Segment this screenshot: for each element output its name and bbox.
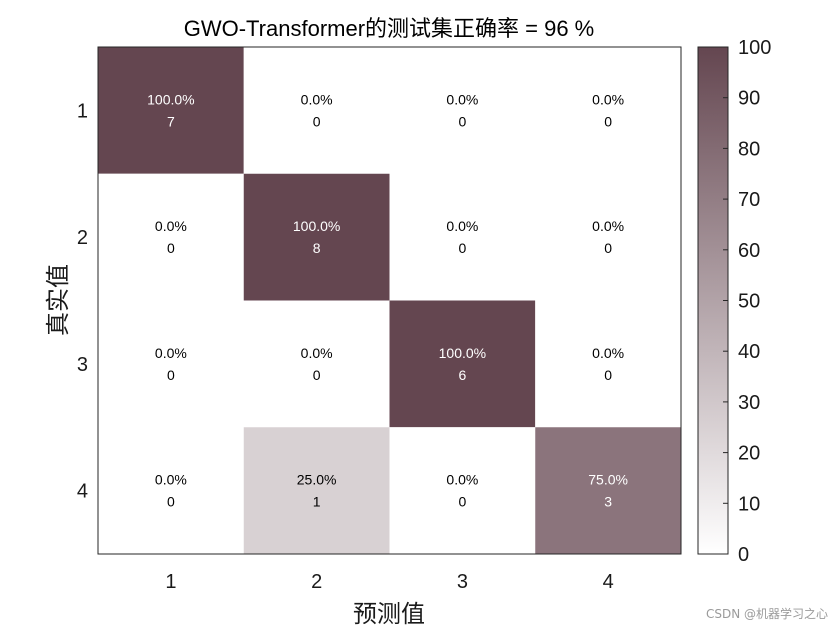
cell-r3-c4 [535,300,681,428]
cell-percent-label-r1-c1: 100.0% [147,91,194,107]
cell-r2-c1 [98,173,244,301]
cell-percent-label-r2-c3: 0.0% [446,218,478,234]
cell-count-label-r2-c2: 8 [313,240,321,256]
cell-percent-label-r3-c2: 0.0% [301,345,333,361]
heatmap-cells: 100.0%70.0%00.0%00.0%00.0%0100.0%80.0%00… [98,47,681,554]
cell-count-label-r2-c3: 0 [458,240,466,256]
colorbar-tick-label-30: 30 [738,392,760,414]
colorbar-tick-label-90: 90 [738,88,760,110]
cell-count-label-r3-c1: 0 [167,367,175,383]
cell-count-label-r2-c1: 0 [167,240,175,256]
watermark: CSDN @机器学习之心 [705,607,828,621]
y-tick-2: 2 [77,227,88,249]
cell-count-label-r1-c3: 0 [458,113,466,129]
x-tick-4: 4 [603,571,614,593]
colorbar-tick-label-80: 80 [738,138,760,160]
y-tick-4: 4 [77,481,88,503]
cell-count-label-r1-c1: 7 [167,113,175,129]
cell-r4-c2 [243,427,390,554]
y-tick-3: 3 [77,354,88,376]
cell-r4-c3 [389,427,536,554]
cell-r4-c4 [535,427,681,554]
x-tick-3: 3 [457,571,468,593]
cell-r3-c3 [389,300,536,428]
cell-percent-label-r3-c3: 100.0% [439,345,486,361]
cell-count-label-r1-c2: 0 [313,113,321,129]
cell-r3-c1 [98,300,244,428]
cell-count-label-r1-c4: 0 [604,113,612,129]
cell-percent-label-r1-c4: 0.0% [592,91,624,107]
cell-count-label-r2-c4: 0 [604,240,612,256]
colorbar-tick-label-50: 50 [738,291,760,313]
cell-r2-c3 [389,173,536,301]
x-axis-label: 预测值 [353,600,425,628]
y-tick-1: 1 [77,100,88,122]
colorbar-tick-label-100: 100 [738,37,771,59]
cell-r1-c2 [243,47,390,174]
cell-percent-label-r3-c4: 0.0% [592,345,624,361]
colorbar-tick-label-0: 0 [738,544,749,566]
y-tick-labels: 1 2 3 4 [77,100,88,502]
y-axis-label: 真实值 [44,264,72,336]
cell-percent-label-r2-c1: 0.0% [155,218,187,234]
cell-percent-label-r4-c1: 0.0% [155,472,187,488]
cell-r1-c4 [535,47,681,174]
cell-percent-label-r1-c3: 0.0% [446,91,478,107]
x-tick-2: 2 [311,571,322,593]
cell-count-label-r4-c3: 0 [458,494,466,510]
cell-percent-label-r4-c3: 0.0% [446,472,478,488]
cell-percent-label-r2-c4: 0.0% [592,218,624,234]
cell-r4-c1 [98,427,244,554]
cell-r1-c1 [98,47,244,174]
cell-r2-c2 [243,173,390,301]
cell-count-label-r3-c3: 6 [458,367,466,383]
chart-title: GWO-Transformer的测试集正确率 = 96 % [184,16,595,41]
cell-count-label-r4-c1: 0 [167,494,175,510]
plot-frame [97,46,682,555]
cell-count-label-r4-c2: 1 [313,494,321,510]
colorbar-tick-label-20: 20 [738,443,760,465]
cell-count-label-r3-c2: 0 [313,367,321,383]
cell-percent-label-r4-c4: 75.0% [588,472,628,488]
cell-r1-c3 [389,47,536,174]
cell-percent-label-r2-c2: 100.0% [293,218,340,234]
colorbar-ticks: 0 10 20 30 40 50 60 70 80 90 100 [723,37,771,566]
cell-r2-c4 [535,173,681,301]
colorbar-tick-label-60: 60 [738,240,760,262]
colorbar-tick-label-40: 40 [738,341,760,363]
colorbar-tick-label-10: 10 [738,493,760,515]
cell-count-label-r4-c4: 3 [604,494,612,510]
x-tick-labels: 1 2 3 4 [165,571,613,593]
cell-r3-c2 [243,300,390,428]
colorbar-tick-label-70: 70 [738,189,760,211]
cell-percent-label-r3-c1: 0.0% [155,345,187,361]
x-tick-1: 1 [165,571,176,593]
cell-count-label-r3-c4: 0 [604,367,612,383]
cell-percent-label-r4-c2: 25.0% [297,472,337,488]
cell-percent-label-r1-c2: 0.0% [301,91,333,107]
